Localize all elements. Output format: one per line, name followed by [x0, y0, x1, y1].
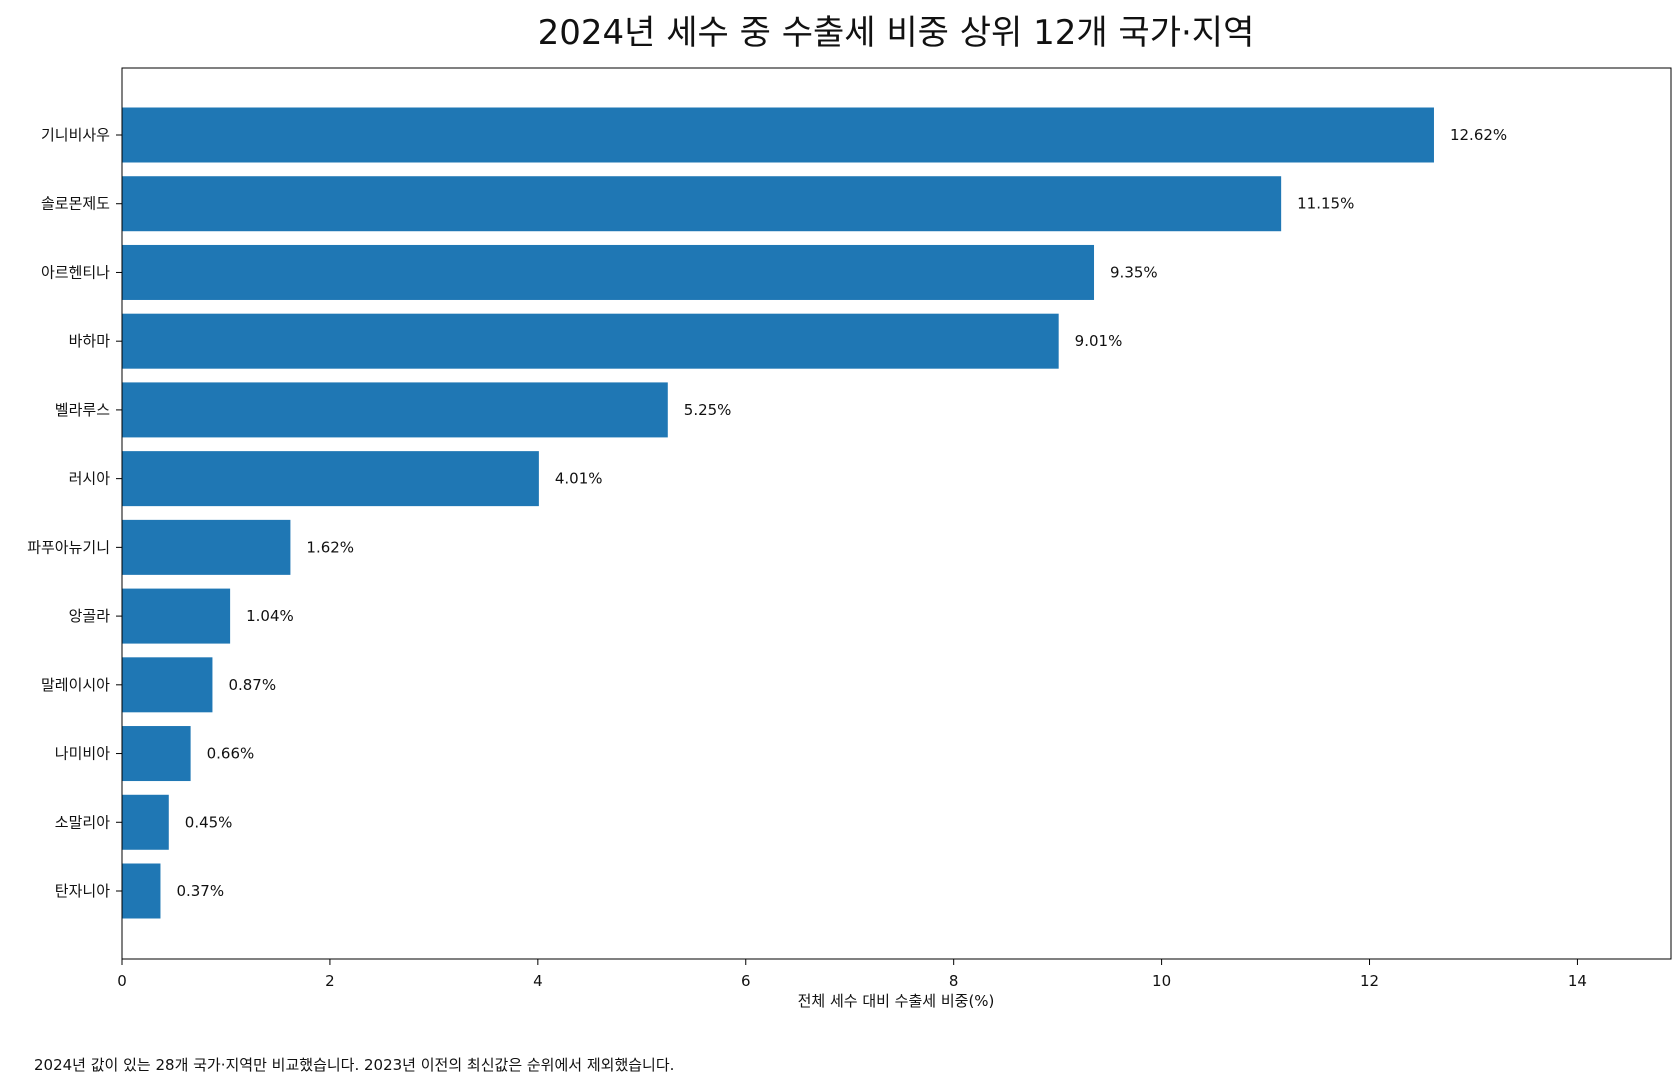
bar-3 [122, 244, 1095, 300]
bar-11 [122, 794, 169, 850]
data-label-10: 0.66% [207, 745, 255, 763]
y-tick-label-7: 파푸아뉴기니 [27, 538, 110, 556]
x-tick-label-1: 2 [325, 972, 335, 990]
y-tick-label-2: 솔로몬제도 [41, 195, 110, 213]
x-tick-label-4: 8 [949, 972, 959, 990]
y-axis: 기니비사우솔로몬제도아르헨티나바하마벨라루스러시아파푸아뉴기니앙골라말레이시아나… [27, 126, 122, 900]
data-label-5: 5.25% [684, 401, 732, 419]
bar-12 [122, 863, 161, 919]
data-label-4: 9.01% [1075, 332, 1123, 350]
y-tick-label-8: 앙골라 [69, 607, 111, 625]
plot-frame [121, 67, 1672, 960]
chart-title: 2024년 세수 중 수출세 비중 상위 12개 국가·지역 [538, 13, 1255, 53]
x-tick-label-2: 4 [533, 972, 543, 990]
bar-5 [122, 382, 668, 438]
y-tick-label-10: 나미비아 [55, 745, 110, 763]
x-tick-label-3: 6 [741, 972, 751, 990]
x-axis-label: 전체 세수 대비 수출세 비중(%) [798, 992, 995, 1010]
x-axis: 0 2 4 6 8 10 12 14 [117, 959, 1587, 990]
data-label-1: 12.62% [1450, 126, 1507, 144]
x-tick-label-6: 12 [1360, 972, 1379, 990]
y-tick-label-5: 벨라루스 [55, 401, 110, 419]
bar-1 [122, 107, 1434, 163]
y-tick-label-3: 아르헨티나 [41, 263, 110, 281]
x-tick-label-0: 0 [117, 972, 127, 990]
footnote: 2024년 값이 있는 28개 국가·지역만 비교했습니다. 2023년 이전의… [34, 1056, 674, 1074]
bar-4 [122, 313, 1059, 369]
y-tick-label-12: 탄자니아 [55, 882, 110, 900]
bar-2 [122, 176, 1282, 232]
bars-group [122, 107, 1434, 919]
data-label-11: 0.45% [185, 813, 233, 831]
bar-8 [122, 588, 231, 644]
data-label-8: 1.04% [246, 607, 294, 625]
bar-7 [122, 519, 291, 575]
bar-10 [122, 726, 191, 782]
data-labels: 12.62% 11.15% 9.35% 9.01% 5.25% 4.01% 1.62% 1.0… [176, 126, 1507, 900]
data-label-6: 4.01% [555, 470, 603, 488]
data-label-3: 9.35% [1110, 263, 1158, 281]
y-tick-label-6: 러시아 [69, 470, 111, 488]
bar-6 [122, 451, 539, 507]
data-label-2: 11.15% [1297, 195, 1354, 213]
y-tick-label-1: 기니비사우 [41, 126, 110, 144]
bar-9 [122, 657, 213, 713]
y-tick-label-9: 말레이시아 [41, 676, 110, 694]
data-label-7: 1.62% [306, 538, 354, 556]
x-tick-label-7: 14 [1568, 972, 1587, 990]
y-tick-label-4: 바하마 [69, 332, 111, 350]
data-label-12: 0.37% [176, 882, 224, 900]
y-tick-label-11: 소말리아 [55, 813, 110, 831]
x-tick-label-5: 10 [1152, 972, 1171, 990]
data-label-9: 0.87% [228, 676, 276, 694]
